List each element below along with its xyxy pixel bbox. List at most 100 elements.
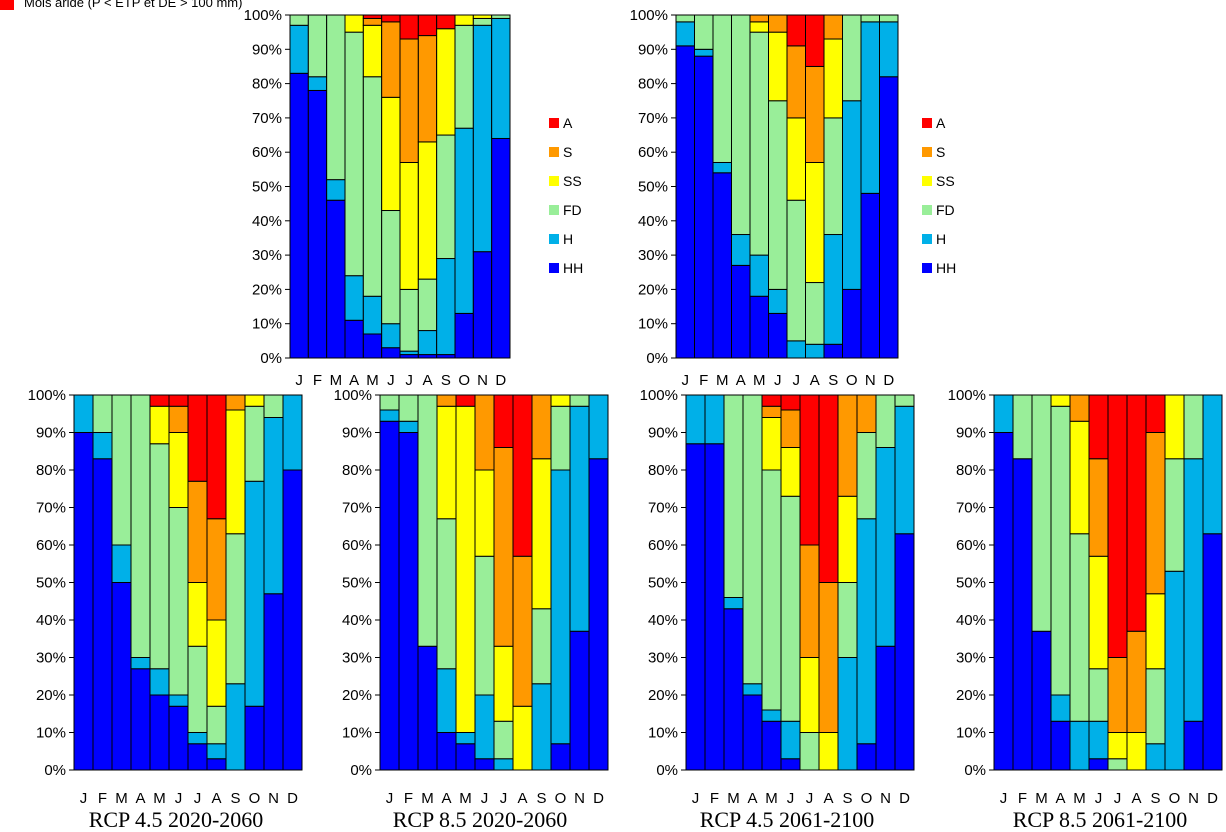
bar-segment-h [570,406,589,631]
x-tick-label: A [747,790,757,807]
x-tick-label: M [716,372,729,389]
bar-segment-ss [437,29,455,135]
x-tick-label: J [175,790,183,807]
x-tick-label: M [459,790,472,807]
legend-label-ss: SS [563,173,582,189]
y-tick-label: 0% [646,350,668,367]
bar-segment-hh [750,296,769,358]
bar-segment-s [494,448,513,647]
x-tick-label: J [387,372,395,389]
bar-segment-h [188,733,207,744]
x-tick-label: A [517,790,527,807]
y-tick-label: 100% [640,387,678,404]
bar-segment-fd [1032,395,1051,631]
bar-segment-s [1127,631,1146,732]
bar-segment-ss [838,496,857,582]
bar-segment-fd [455,25,473,128]
y-tick-label: 80% [638,76,668,93]
bar-segment-ss [207,620,226,706]
bar-segment-fd [418,395,437,646]
x-tick-label: F [313,372,322,389]
bar-segment-hh [551,744,570,770]
bar-segment-a [382,15,400,22]
y-tick-label: 40% [638,213,668,230]
legend-label-s: S [936,144,945,160]
y-tick-label: 90% [36,425,66,442]
legend-swatch-hh [922,263,932,273]
bar-segment-h [74,395,93,433]
bar-segment-ss [819,733,838,771]
bar-segment-hh [724,609,743,770]
bar-segment-hh [437,733,456,771]
x-tick-label: J [500,790,508,807]
legend-swatch-fd [549,205,559,215]
y-tick-label: 10% [648,725,678,742]
x-tick-label: M [727,790,740,807]
legend-swatch-hh [549,263,559,273]
bar-segment-s [787,46,806,118]
bar-segment-hh [112,583,131,771]
y-tick-label: 70% [648,500,678,517]
bar-segment-h [345,276,363,321]
legend-label-s: S [563,144,572,160]
bar-segment-fd [762,470,781,710]
bar-segment-hh [74,433,93,771]
bar-segment-h [861,22,880,194]
bar-segment-s [1070,395,1089,421]
bar-segment-h [838,658,857,771]
bar-segment-hh [895,534,914,770]
bar-segment-h [824,235,843,345]
bar-segment-hh [1089,759,1108,770]
y-tick-label: 60% [342,537,372,554]
x-tick-label: M [765,790,778,807]
bar-segment-h [93,433,112,459]
bar-segment-h [290,25,308,73]
bar-segment-a [437,15,455,29]
bar-segment-hh [131,669,150,770]
y-tick-label: 10% [252,316,282,333]
bar-segment-hh [245,706,264,770]
bar-segment-hh [207,759,226,770]
bar-segment-a [781,395,800,410]
legend-label-h: H [563,231,573,247]
bar-segment-hh [1051,721,1070,770]
bar-segment-h [1070,721,1089,770]
x-tick-label: J [774,372,782,389]
bar-segment-a [169,395,188,406]
bar-segment-s [769,15,788,32]
bar-segment-fd [492,15,510,18]
legend-label-a: A [563,115,573,131]
y-tick-label: 60% [648,537,678,554]
bar-segment-hh [857,744,876,770]
bar-segment-hh [399,433,418,771]
bar-segment-fd [838,583,857,658]
y-tick-label: 20% [342,687,372,704]
bar-segment-fd [345,32,363,276]
bar-segment-h [1184,459,1203,722]
x-tick-label: F [710,790,719,807]
x-tick-label: D [287,790,298,807]
legend-swatch-ss [549,176,559,186]
y-tick-label: 40% [36,612,66,629]
x-tick-label: J [793,372,801,389]
x-tick-label: S [441,372,451,389]
bar-segment-ss [437,406,456,519]
x-tick-label: D [1207,790,1218,807]
bar-segment-hh [994,433,1013,771]
x-tick-label: N [268,790,279,807]
legend: ASSSFDHHH [922,115,956,276]
bar-segment-h [806,344,825,358]
x-tick-label: J [405,372,413,389]
y-tick-label: 70% [252,110,282,127]
bar-segment-fd [475,556,494,695]
bar-segment-hh [437,355,455,358]
bar-segment-h [532,684,551,770]
bar-segment-h [762,710,781,721]
bar-segment-fd [207,706,226,744]
bar-segment-s [838,395,857,496]
x-tick-label: S [536,790,546,807]
bar-segment-h [400,351,418,354]
bar-segment-ss [418,142,436,279]
x-tick-label: F [1018,790,1027,807]
bar-segment-fd [824,118,843,235]
